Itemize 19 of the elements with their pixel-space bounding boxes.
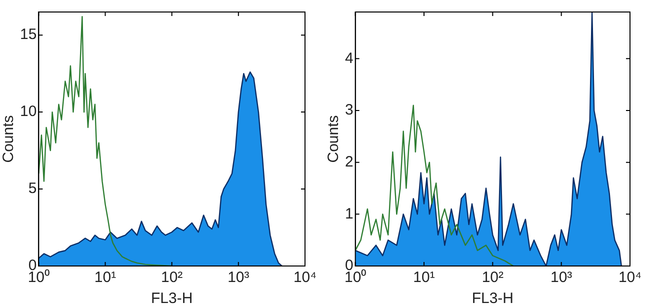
x-tick-label: 10⁴: [293, 269, 317, 286]
x-tick-label: 10³: [550, 269, 572, 286]
y-axis-title: Counts: [325, 115, 342, 163]
y-tick-label: 15: [20, 26, 37, 44]
x-axis-title: FL3-H: [472, 290, 514, 308]
x-tick-label: 10²: [482, 269, 504, 286]
y-tick-label: 2: [345, 153, 354, 170]
y-tick-label: 1: [345, 205, 354, 222]
x-tick-label: 10³: [228, 269, 250, 286]
y-tick-label: 4: [345, 50, 354, 67]
y-tick-label: 10: [20, 103, 37, 120]
x-tick-label: 10²: [161, 269, 183, 286]
x-tick-label: 10¹: [413, 269, 435, 286]
x-tick-label: 10¹: [94, 269, 116, 286]
x-tick-label: 10⁴: [618, 269, 642, 286]
y-tick-label: 5: [28, 180, 37, 198]
y-axis-title: Counts: [0, 115, 18, 163]
x-axis-title: FL3-H: [151, 290, 193, 308]
y-tick-label: 3: [345, 102, 354, 119]
